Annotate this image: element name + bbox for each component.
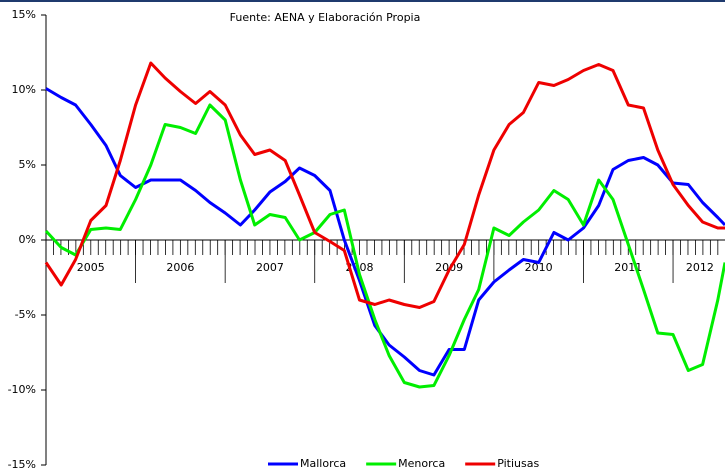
chart-subtitle: Fuente: AENA y Elaboración Propia [230, 11, 421, 24]
y-tick-label: -15% [8, 458, 36, 471]
y-tick-label: 10% [12, 83, 36, 96]
x-tick-label: 2005 [77, 261, 105, 274]
y-tick-label: 5% [19, 158, 36, 171]
series-line [45, 87, 725, 377]
series-line [44, 103, 725, 389]
y-tick-label: 0% [19, 233, 36, 246]
x-tick-label: 2007 [256, 261, 284, 274]
legend-label: Pitiusas [497, 457, 539, 470]
legend-label: Mallorca [300, 457, 346, 470]
legend-label: Menorca [398, 457, 445, 470]
y-tick-label: 15% [12, 8, 36, 21]
y-tick-label: -5% [15, 308, 36, 321]
x-tick-label: 2006 [166, 261, 194, 274]
x-tick-label: 2012 [686, 261, 714, 274]
x-tick-label: 2010 [525, 261, 553, 274]
top-band [0, 0, 725, 2]
y-tick-label: -10% [8, 383, 36, 396]
series-line [44, 61, 725, 309]
